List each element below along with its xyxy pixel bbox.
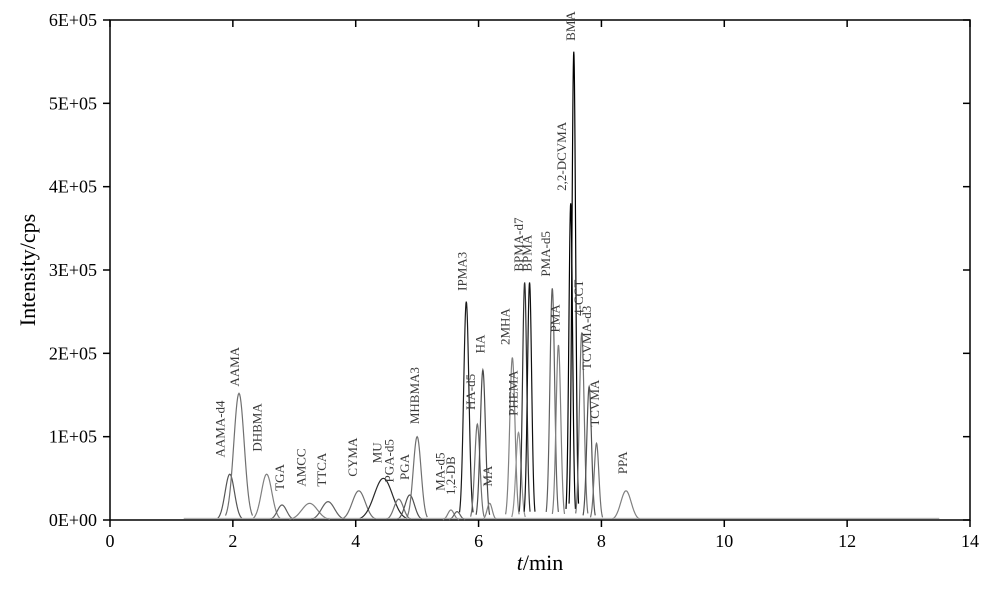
peak-label: PGA-d5: [382, 439, 397, 482]
peak-label: TGA: [272, 464, 287, 491]
peak-label: TCVMA-d3: [579, 306, 594, 370]
y-tick-label: 5E+05: [49, 93, 97, 113]
y-axis-label: Intensity/cps: [15, 214, 40, 326]
x-tick-label: 6: [474, 531, 483, 551]
peak-label: HA-d5: [463, 374, 478, 410]
peak-AAMA: [225, 393, 252, 515]
peak-label: BPMA: [519, 234, 534, 271]
x-tick-label: 2: [228, 531, 237, 551]
y-tick-label: 6E+05: [49, 10, 97, 30]
y-tick-label: 1E+05: [49, 427, 97, 447]
peak-label: IPMA3: [454, 252, 469, 291]
y-tick-label: 2E+05: [49, 343, 97, 363]
peak-label: 2,2-DCVMA: [554, 121, 569, 191]
peak-MU: [360, 478, 407, 518]
peak-label: CYMA: [345, 437, 360, 477]
peak-label: HA: [473, 334, 488, 353]
peak-TTCA: [311, 502, 345, 520]
peak-label: MHBMA3: [407, 367, 422, 424]
peak-TGA: [270, 505, 294, 519]
peak-label: TTCA: [314, 452, 329, 487]
x-axis-label: t/min: [517, 550, 563, 575]
peak-label: 1,2-DB: [443, 456, 458, 495]
peak-label: AMCC: [293, 448, 308, 486]
peak-label: DHBMA: [250, 403, 265, 452]
x-tick-label: 12: [838, 531, 856, 551]
peak-HA: [476, 370, 490, 515]
peak-label: AAMA: [227, 346, 242, 386]
y-tick-label: 3E+05: [49, 260, 97, 280]
chromatogram-chart: 0 2 4 6 8 10 12 14 0E+00 1E+05 2E+05 3E+05 4E+05 5E+0…: [0, 0, 1000, 596]
peak-label: PHEMA: [505, 370, 520, 416]
y-tick-label: 4E+05: [49, 177, 97, 197]
peak-label: 2MHA: [498, 308, 513, 345]
peak-label: PGA: [397, 453, 412, 480]
peak-label: AAMA-d4: [213, 400, 228, 458]
x-tick-label: 4: [351, 531, 360, 551]
peak-label: PMA: [548, 304, 563, 333]
peak-PPA: [612, 491, 639, 519]
peak-label: MA: [480, 465, 495, 487]
peak-label: PMA-d5: [538, 231, 553, 277]
peak-label: TCVMA: [587, 379, 602, 427]
y-tick-label: 0E+00: [49, 510, 97, 530]
peak-label: BMA: [563, 11, 578, 41]
x-tick-label: 14: [961, 531, 979, 551]
peak-label: PPA: [615, 451, 630, 474]
x-tick-label: 8: [597, 531, 606, 551]
x-tick-label: 10: [715, 531, 733, 551]
x-tick-label: 0: [106, 531, 115, 551]
